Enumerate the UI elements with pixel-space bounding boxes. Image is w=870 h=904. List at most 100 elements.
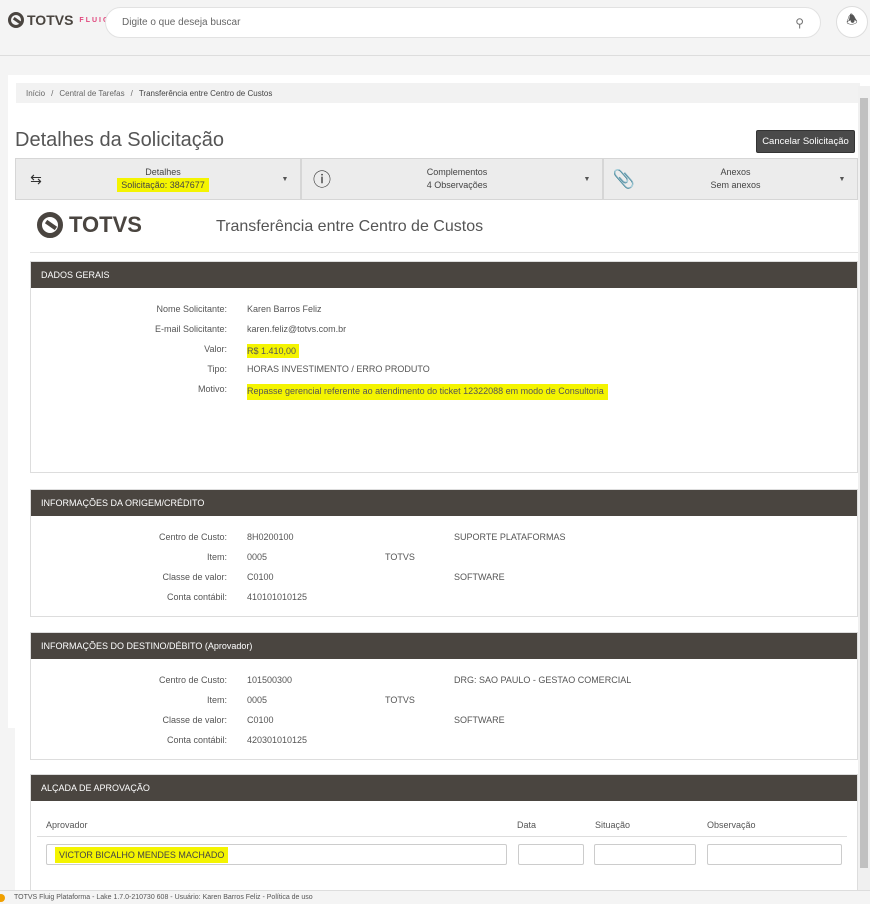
breadcrumb-separator: /	[130, 88, 133, 98]
section-header: INFORMAÇÕES DA ORIGEM/CRÉDITO	[31, 490, 857, 516]
dest-row: Conta contábil: 420301010125	[31, 735, 857, 749]
dest-row: Centro de Custo: 101500300 DRG: SAO PAULO …	[31, 675, 857, 689]
scrollbar-thumb[interactable]	[860, 98, 868, 868]
breadcrumb-separator: /	[51, 88, 54, 98]
field-description: SUPORTE PLATAFORMAS	[454, 532, 566, 542]
search-placeholder: Digite o que deseja buscar	[122, 17, 241, 28]
field-label: Valor:	[204, 344, 227, 354]
totvs-logo-icon	[8, 12, 24, 28]
page-title: Detalhes da Solicitação	[15, 129, 225, 151]
logo-text: TOTVS	[69, 212, 142, 237]
search-input[interactable]: Digite o que deseja buscar ⚲	[105, 7, 821, 38]
origin-row: Classe de valor: C0100 SOFTWARE	[31, 572, 857, 586]
divider	[37, 836, 847, 837]
logo-sub: FLUIG	[79, 16, 111, 24]
field-value: C0100	[247, 572, 274, 582]
field-label: Classe de valor:	[162, 572, 227, 582]
tab-sub: 4 Observações	[426, 180, 488, 190]
dest-row: Classe de valor: C0100 SOFTWARE	[31, 715, 857, 729]
field-value: 410101010125	[247, 592, 308, 602]
field-description: SOFTWARE	[454, 572, 505, 582]
field-label: Item:	[206, 695, 227, 705]
field-value: R$ 1.410,00	[247, 344, 300, 358]
field-label: Conta contábil:	[166, 735, 227, 745]
column-header-approver: Aprovador	[46, 820, 88, 830]
caret-down-icon: ▼	[583, 175, 591, 183]
section-header: ALÇADA DE APROVAÇÃO	[31, 775, 857, 801]
field-value-amount: Valor: R$ 1.410,00	[31, 344, 857, 358]
field-value: karen.feliz@totvs.com.br	[247, 324, 347, 334]
section-approval: ALÇADA DE APROVAÇÃO Aprovador Data Situa…	[30, 774, 858, 890]
caret-down-icon: ▼	[838, 175, 846, 183]
field-label: Centro de Custo:	[158, 675, 227, 685]
field-value: 8H0200100	[247, 532, 294, 542]
note-field[interactable]	[707, 844, 842, 865]
status-dot-icon	[0, 894, 5, 902]
bell-icon: 🕭	[846, 12, 858, 27]
field-value: Repasse gerencial referente ao atendimen…	[247, 384, 608, 400]
column-header-note: Observação	[707, 820, 756, 830]
field-requester-email: E-mail Solicitante: karen.feliz@totvs.com…	[31, 324, 857, 338]
dest-row: Item: 0005 TOTVS	[31, 695, 857, 709]
field-value: 101500300	[247, 675, 293, 685]
date-field[interactable]	[518, 844, 584, 865]
field-label: Motivo:	[197, 384, 227, 394]
info-icon: ⓘ	[313, 170, 331, 190]
column-header-status: Situação	[595, 820, 631, 830]
footer: TOTVS Fluig Plataforma - Lake 1.7.0-2107…	[0, 890, 870, 904]
divider	[30, 252, 858, 253]
field-type: Tipo: HORAS INVESTIMENTO / ERRO PRODUTO	[31, 364, 857, 378]
section-origin: INFORMAÇÕES DA ORIGEM/CRÉDITO Centro de …	[30, 489, 858, 617]
field-requester-name: Nome Solicitante: Karen Barros Feliz	[31, 304, 857, 318]
breadcrumb-home[interactable]: Início	[26, 88, 46, 98]
field-label: Conta contábil:	[166, 592, 227, 602]
section-general: DADOS GERAIS Nome Solicitante: Karen Barr…	[30, 261, 858, 473]
tab-details[interactable]: ⇆ Detalhes Solicitação: 3847677 ▼	[15, 158, 301, 200]
transfer-icon: ⇆	[30, 170, 42, 187]
approver-value: VICTOR BICALHO MENDES MACHADO	[55, 846, 229, 863]
field-label: Item:	[206, 552, 227, 562]
footer-text: TOTVS Fluig Plataforma - Lake 1.7.0-2107…	[14, 894, 313, 901]
origin-row: Centro de Custo: 8H0200100 SUPORTE PLATAFO…	[31, 532, 857, 546]
breadcrumb-current: Transferência entre Centro de Custos	[138, 88, 273, 98]
search-icon[interactable]: ⚲	[795, 15, 804, 30]
scrollbar[interactable]	[858, 86, 870, 890]
field-extra: TOTVS	[385, 695, 415, 705]
totvs-logo-icon	[37, 212, 63, 238]
column-header-date: Data	[517, 820, 537, 830]
tab-title: Complementos	[426, 167, 488, 177]
status-field[interactable]	[594, 844, 696, 865]
section-header: INFORMAÇÕES DO DESTINO/DÉBITO (Aprovador…	[31, 633, 857, 659]
origin-row: Item: 0005 TOTVS	[31, 552, 857, 566]
tab-attachments[interactable]: 📎 Anexos Sem anexos ▼	[603, 158, 858, 200]
field-label: E-mail Solicitante:	[154, 324, 227, 334]
breadcrumb: Início / Central de Tarefas / Transferênci…	[16, 83, 860, 103]
breadcrumb-task-central[interactable]: Central de Tarefas	[59, 88, 125, 98]
field-reason: Motivo: Repasse gerencial referente ao at…	[31, 384, 857, 400]
form-title: Transferência entre Centro de Custos	[216, 218, 484, 235]
origin-row: Conta contábil: 410101010125	[31, 592, 857, 606]
field-value: 0005	[247, 552, 268, 562]
logo-text: TOTVS	[27, 12, 74, 28]
cancel-request-button[interactable]: Cancelar Solicitação	[756, 130, 855, 153]
totvs-fluig-logo[interactable]: TOTVS FLUIG	[8, 12, 110, 28]
notifications-button[interactable]: 🕭	[836, 6, 868, 38]
tab-title: Anexos	[720, 167, 751, 177]
form-frame: TOTVS Transferência entre Centro de Cust…	[15, 200, 858, 890]
field-label: Classe de valor:	[162, 715, 227, 725]
paperclip-icon: 📎	[612, 168, 636, 189]
field-description: SOFTWARE	[454, 715, 505, 725]
field-label: Nome Solicitante:	[156, 304, 227, 314]
section-header: DADOS GERAIS	[31, 262, 857, 288]
form-totvs-logo: TOTVS	[37, 212, 142, 238]
tab-complements[interactable]: ⓘ Complementos 4 Observações ▼	[301, 158, 603, 200]
field-extra: TOTVS	[385, 552, 415, 562]
tab-sub: Solicitação: 3847677	[117, 178, 209, 192]
field-value: C0100	[247, 715, 274, 725]
field-description: DRG: SAO PAULO - GESTAO COMERCIAL	[454, 675, 632, 685]
approver-field[interactable]: VICTOR BICALHO MENDES MACHADO	[46, 844, 507, 865]
tab-title: Detalhes	[145, 167, 181, 177]
field-value: 0005	[247, 695, 268, 705]
section-destination: INFORMAÇÕES DO DESTINO/DÉBITO (Aprovador…	[30, 632, 858, 760]
field-value: Karen Barros Feliz	[247, 304, 322, 314]
